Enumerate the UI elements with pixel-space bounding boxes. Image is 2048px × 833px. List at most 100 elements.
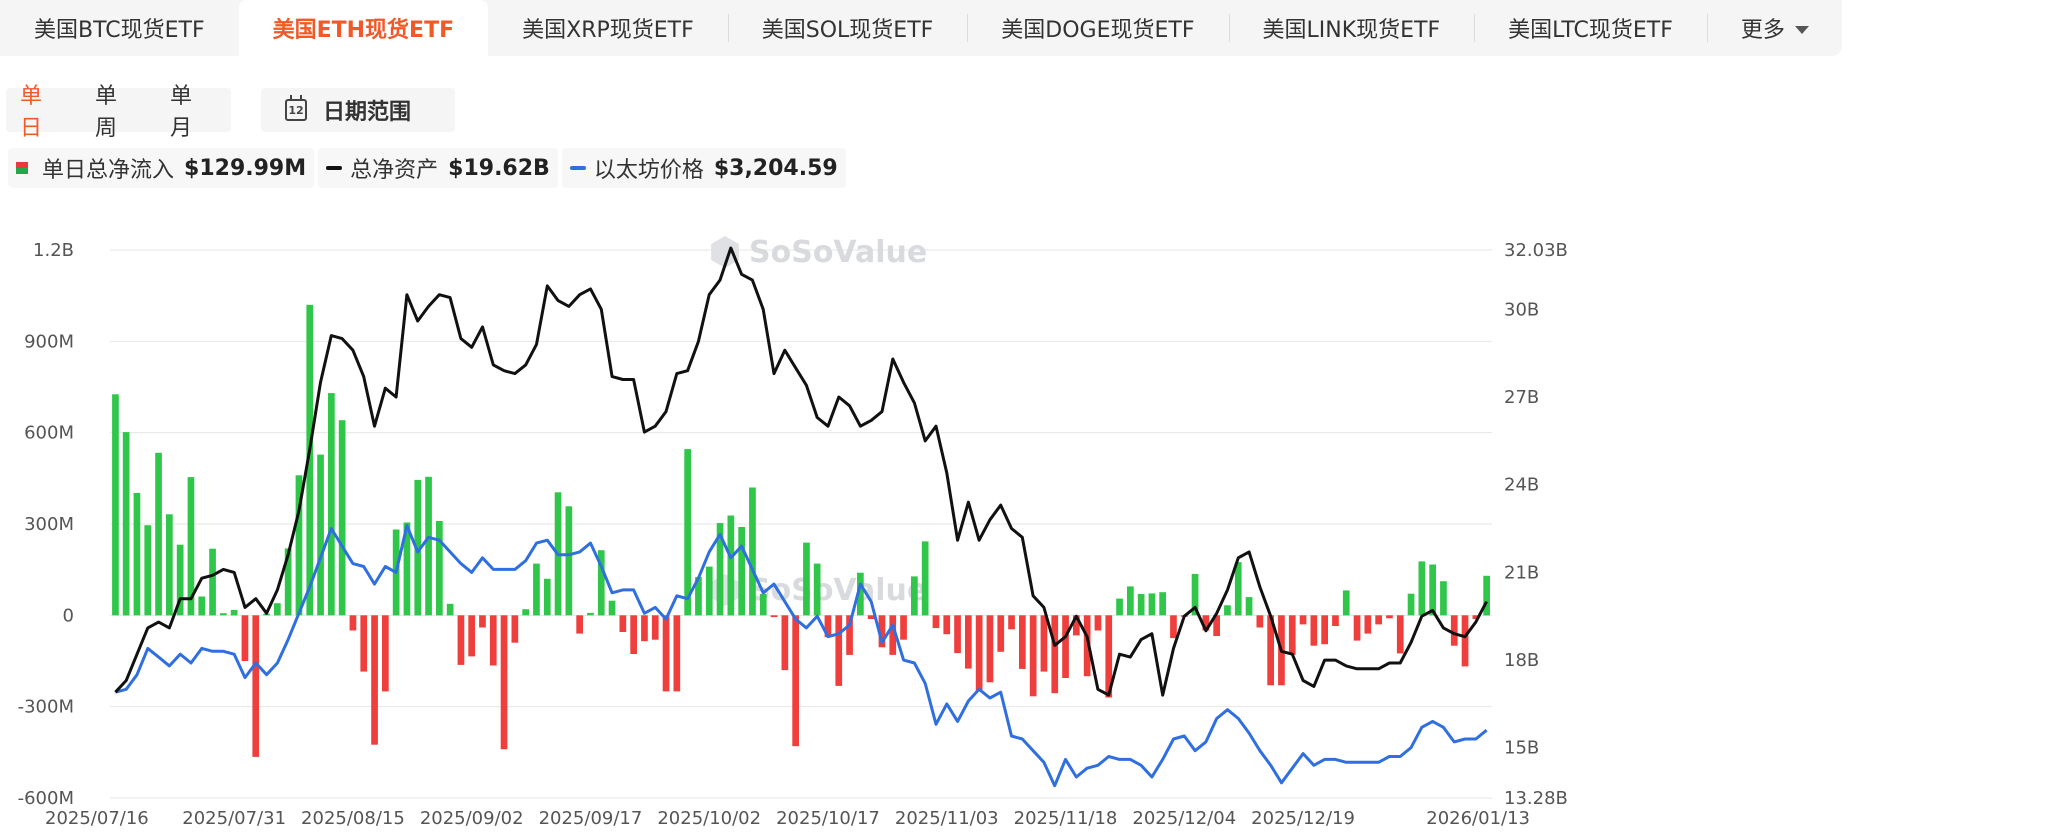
period-selector: 单日 单周 单月 — [6, 84, 231, 141]
period-weekly[interactable]: 单周 — [95, 84, 118, 141]
tab-label: 更多 — [1740, 18, 1785, 43]
flow-bar — [641, 615, 648, 642]
tab-etf-1[interactable]: 美国ETH现货ETF — [238, 0, 489, 56]
flow-bar — [1019, 615, 1026, 669]
flow-bar — [900, 615, 907, 640]
y-left-tick-label: -300M — [18, 697, 74, 718]
x-tick-label: 2025/07/31 — [182, 808, 286, 829]
flow-bar — [425, 476, 432, 616]
flow-bar — [997, 615, 1005, 652]
tab-etf-2[interactable]: 美国XRP现货ETF — [488, 0, 728, 56]
flow-bar — [522, 609, 529, 616]
flow-bar — [468, 615, 475, 657]
x-tick-label: 2025/10/17 — [776, 808, 880, 829]
tab-etf-5[interactable]: 美国LINK现货ETF — [1228, 0, 1475, 56]
flow-bar — [781, 615, 789, 671]
flow-bar — [1234, 562, 1242, 616]
flow-bar — [1353, 615, 1361, 641]
flow-bar — [673, 615, 681, 692]
flow-bar — [1288, 615, 1296, 655]
flow-bar — [986, 615, 994, 683]
date-range-button[interactable]: 12 日期范围 — [261, 88, 455, 132]
flow-bar — [587, 612, 594, 616]
flow-bar — [857, 572, 864, 616]
flow-bar — [954, 615, 961, 654]
flow-bar — [382, 615, 389, 692]
flow-bar — [1170, 615, 1177, 639]
y-right-tick-label: 32.03B — [1504, 240, 1568, 261]
flow-bar — [576, 615, 583, 634]
flow-bar — [1267, 615, 1274, 686]
flow-bar — [943, 615, 951, 635]
flow-bar — [511, 615, 519, 643]
flow-bar — [792, 615, 799, 747]
flow-bar — [1040, 615, 1048, 672]
tab-label: 美国DOGE现货ETF — [1001, 18, 1195, 43]
flow-bar — [112, 394, 119, 616]
tab-etf-4[interactable]: 美国DOGE现货ETF — [967, 0, 1228, 56]
flow-bar — [662, 615, 670, 692]
etf-tab-bar: 美国BTC现货ETF 美国ETH现货ETF 美国XRP现货ETF 美国SOL现货ETF… — [0, 0, 1842, 56]
tab-etf-0[interactable]: 美国BTC现货ETF — [0, 0, 239, 56]
calendar-icon-day: 12 — [288, 104, 304, 117]
tab-etf-3[interactable]: 美国SOL现货ETF — [727, 0, 968, 56]
tab-etf-6[interactable]: 美国LTC现货ETF — [1474, 0, 1707, 56]
flow-bar — [1429, 564, 1436, 616]
flow-bar — [371, 615, 378, 745]
flow-bar — [824, 615, 832, 638]
y-left-tick-label: 300M — [24, 514, 74, 535]
flow-bar — [1127, 586, 1134, 616]
flow-bar — [403, 522, 411, 616]
flow-bar — [166, 514, 173, 616]
flow-bar — [749, 487, 756, 616]
flow-bar — [436, 521, 443, 616]
flow-bar — [1321, 615, 1328, 645]
flow-bar — [1051, 615, 1059, 694]
flow-bar — [209, 548, 216, 616]
flow-bar — [220, 613, 227, 616]
flow-bar — [975, 615, 983, 691]
y-left-tick-label: -600M — [18, 788, 74, 809]
period-daily[interactable]: 单日 — [20, 84, 43, 141]
legend-eth-price[interactable]: 以太坊价格 $3,204.59 — [561, 148, 846, 188]
date-range-label: 日期范围 — [323, 100, 412, 125]
x-tick-label: 2025/12/04 — [1132, 808, 1236, 829]
flow-bar — [911, 576, 918, 616]
legend-net-inflow[interactable]: 单日总净流入 $129.99M — [8, 148, 315, 188]
flow-bar — [1062, 615, 1069, 678]
flow-bar — [565, 506, 573, 616]
x-tick-label: 2025/11/18 — [1014, 808, 1118, 829]
flow-bar — [446, 603, 454, 616]
flow-bar — [1386, 615, 1393, 619]
flow-bar — [1029, 615, 1037, 697]
eth-price-swatch-icon — [569, 166, 586, 170]
y-right-tick-label: 15B — [1504, 738, 1539, 759]
chart-legend: 单日总净流入 $129.99M 总净资产 $19.62B 以太坊价格 $3,20… — [8, 148, 850, 188]
tab-label: 美国XRP现货ETF — [522, 18, 694, 43]
flow-bar — [1483, 575, 1490, 616]
period-monthly[interactable]: 单月 — [170, 84, 193, 141]
sosovalue-watermark: SoSoValue — [711, 235, 927, 270]
flow-bar — [349, 615, 357, 631]
watermark-logo-icon — [711, 574, 739, 606]
flow-bar — [1461, 615, 1469, 667]
watermark-text: SoSoValue — [749, 235, 927, 270]
eth-etf-flow-chart[interactable]: 1.2B 900M 600M 300M 0 -300M -600M 32.03B 30B 27B 2… — [0, 200, 2048, 833]
flow-bar — [619, 615, 627, 632]
flow-bar — [1224, 605, 1231, 616]
flow-bar — [651, 615, 659, 640]
watermark-logo-icon — [711, 236, 739, 268]
legend-net-inflow-name: 单日总净流入 — [42, 158, 175, 183]
legend-net-assets[interactable]: 总净资产 $19.62B — [318, 148, 558, 188]
flow-bar — [932, 615, 940, 629]
tab-more[interactable]: 更多 — [1706, 0, 1827, 56]
y-left-tick-label: 900M — [24, 331, 74, 352]
flow-bar — [630, 615, 637, 654]
x-tick-label: 2025/11/03 — [895, 808, 999, 829]
flow-bar — [1083, 615, 1091, 677]
flow-bar — [306, 304, 314, 616]
flow-bar — [241, 615, 249, 661]
flow-bar — [803, 542, 810, 616]
tab-label: 美国ETH现货ETF — [272, 18, 455, 43]
flow-bar — [921, 541, 929, 616]
